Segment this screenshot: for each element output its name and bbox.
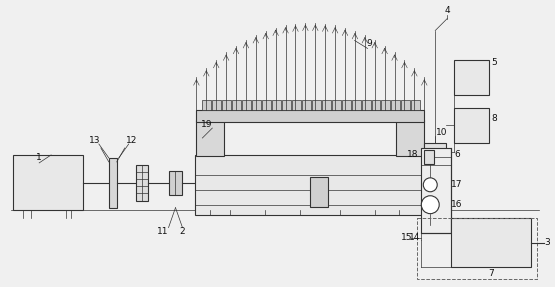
- Text: 5: 5: [491, 58, 497, 67]
- Bar: [242, 100, 251, 110]
- Bar: [451, 218, 531, 267]
- Text: 3: 3: [544, 238, 549, 247]
- Bar: [195, 155, 424, 215]
- Bar: [424, 150, 434, 164]
- Bar: [292, 100, 301, 110]
- Text: 7: 7: [488, 269, 494, 278]
- Bar: [135, 165, 148, 201]
- Bar: [454, 60, 489, 95]
- Text: 6: 6: [454, 150, 460, 160]
- Bar: [391, 100, 400, 110]
- Bar: [13, 155, 83, 210]
- Text: 9: 9: [367, 39, 372, 48]
- Bar: [213, 100, 221, 110]
- Text: 11: 11: [157, 227, 168, 236]
- Text: 17: 17: [451, 180, 463, 189]
- Bar: [196, 110, 424, 122]
- Bar: [272, 100, 281, 110]
- Bar: [421, 148, 451, 232]
- Bar: [401, 100, 410, 110]
- Bar: [417, 218, 537, 279]
- Text: 4: 4: [445, 6, 450, 15]
- Circle shape: [421, 196, 439, 214]
- Text: 13: 13: [89, 135, 100, 145]
- Bar: [232, 100, 241, 110]
- Bar: [396, 120, 424, 156]
- Bar: [109, 158, 117, 208]
- Bar: [252, 100, 261, 110]
- Bar: [362, 100, 371, 110]
- Bar: [310, 177, 328, 207]
- Circle shape: [423, 178, 437, 192]
- Bar: [381, 100, 391, 110]
- Bar: [196, 120, 224, 156]
- Bar: [371, 100, 381, 110]
- Text: 10: 10: [436, 127, 448, 137]
- Bar: [302, 100, 311, 110]
- Bar: [352, 100, 361, 110]
- Bar: [282, 100, 291, 110]
- Text: 16: 16: [451, 200, 463, 209]
- Text: 18: 18: [407, 150, 418, 160]
- Text: 14: 14: [408, 233, 420, 242]
- Text: 2: 2: [180, 227, 185, 236]
- Text: 8: 8: [491, 114, 497, 123]
- Bar: [169, 171, 183, 195]
- Text: 19: 19: [200, 120, 212, 129]
- Bar: [424, 143, 446, 161]
- Bar: [342, 100, 351, 110]
- Bar: [222, 100, 231, 110]
- Bar: [203, 100, 211, 110]
- Text: 15: 15: [401, 233, 412, 242]
- Bar: [262, 100, 271, 110]
- Bar: [411, 100, 420, 110]
- Bar: [332, 100, 341, 110]
- Text: 12: 12: [126, 135, 138, 145]
- Text: 1: 1: [36, 154, 42, 162]
- Bar: [322, 100, 331, 110]
- Bar: [454, 108, 489, 143]
- Bar: [312, 100, 321, 110]
